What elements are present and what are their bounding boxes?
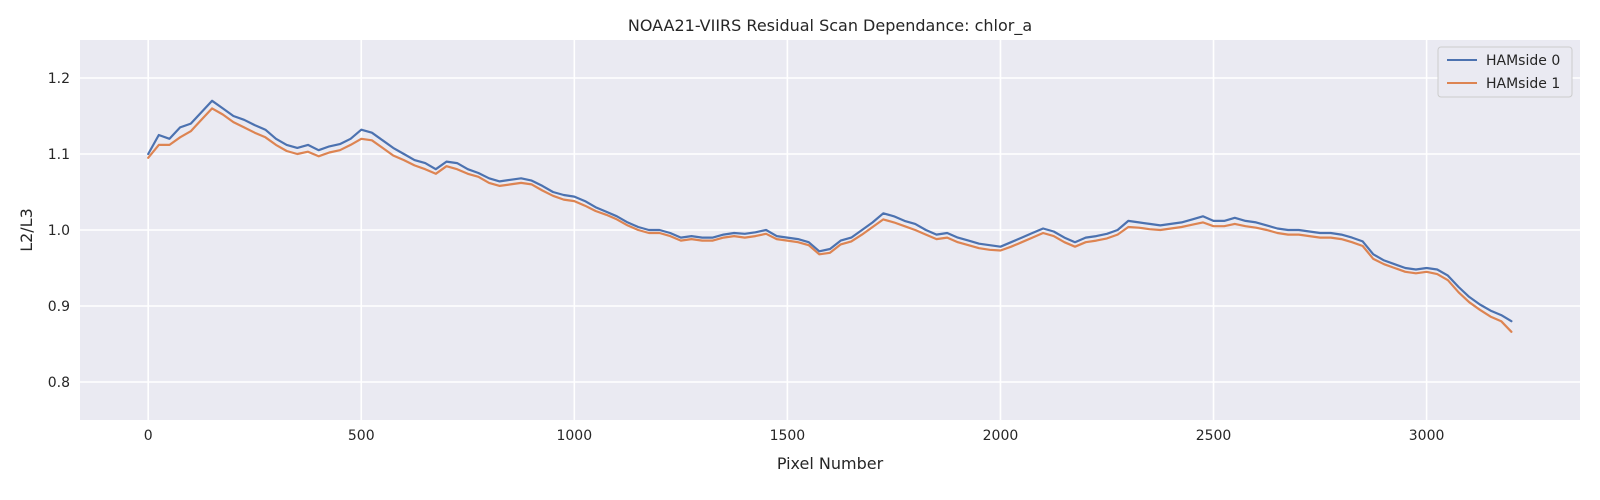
chart-title: NOAA21-VIIRS Residual Scan Dependance: c… xyxy=(628,16,1032,36)
x-tick-label: 500 xyxy=(348,428,375,444)
y-tick-label: 1.1 xyxy=(48,147,70,163)
x-tick-label: 1500 xyxy=(770,428,806,444)
gridlines xyxy=(80,40,1580,420)
series-line-hamside-1 xyxy=(147,107,1513,333)
x-tick-label: 1000 xyxy=(556,428,592,444)
series-lines xyxy=(147,99,1513,333)
x-axis-ticks: 0 500 1000 1500 2000 2500 3000 xyxy=(144,428,1445,444)
x-tick-label: 3000 xyxy=(1409,428,1445,444)
x-tick-label: 0 xyxy=(144,428,153,444)
y-axis-label: L2/L3 xyxy=(17,208,36,252)
x-tick-label: 2000 xyxy=(983,428,1019,444)
y-tick-label: 0.9 xyxy=(48,299,70,315)
series-line-hamside-0 xyxy=(147,99,1513,323)
legend: HAMside 0 HAMside 1 xyxy=(1437,46,1573,98)
y-tick-label: 1.2 xyxy=(48,71,70,87)
y-tick-label: 1.0 xyxy=(48,223,70,239)
y-tick-label: 0.8 xyxy=(48,375,70,391)
legend-label-hamside-0: HAMside 0 xyxy=(1486,53,1560,69)
x-tick-label: 2500 xyxy=(1196,428,1232,444)
y-axis-ticks: 0.8 0.9 1.0 1.1 1.2 xyxy=(48,71,70,391)
x-axis-label: Pixel Number xyxy=(777,454,884,473)
legend-label-hamside-1: HAMside 1 xyxy=(1486,76,1560,92)
